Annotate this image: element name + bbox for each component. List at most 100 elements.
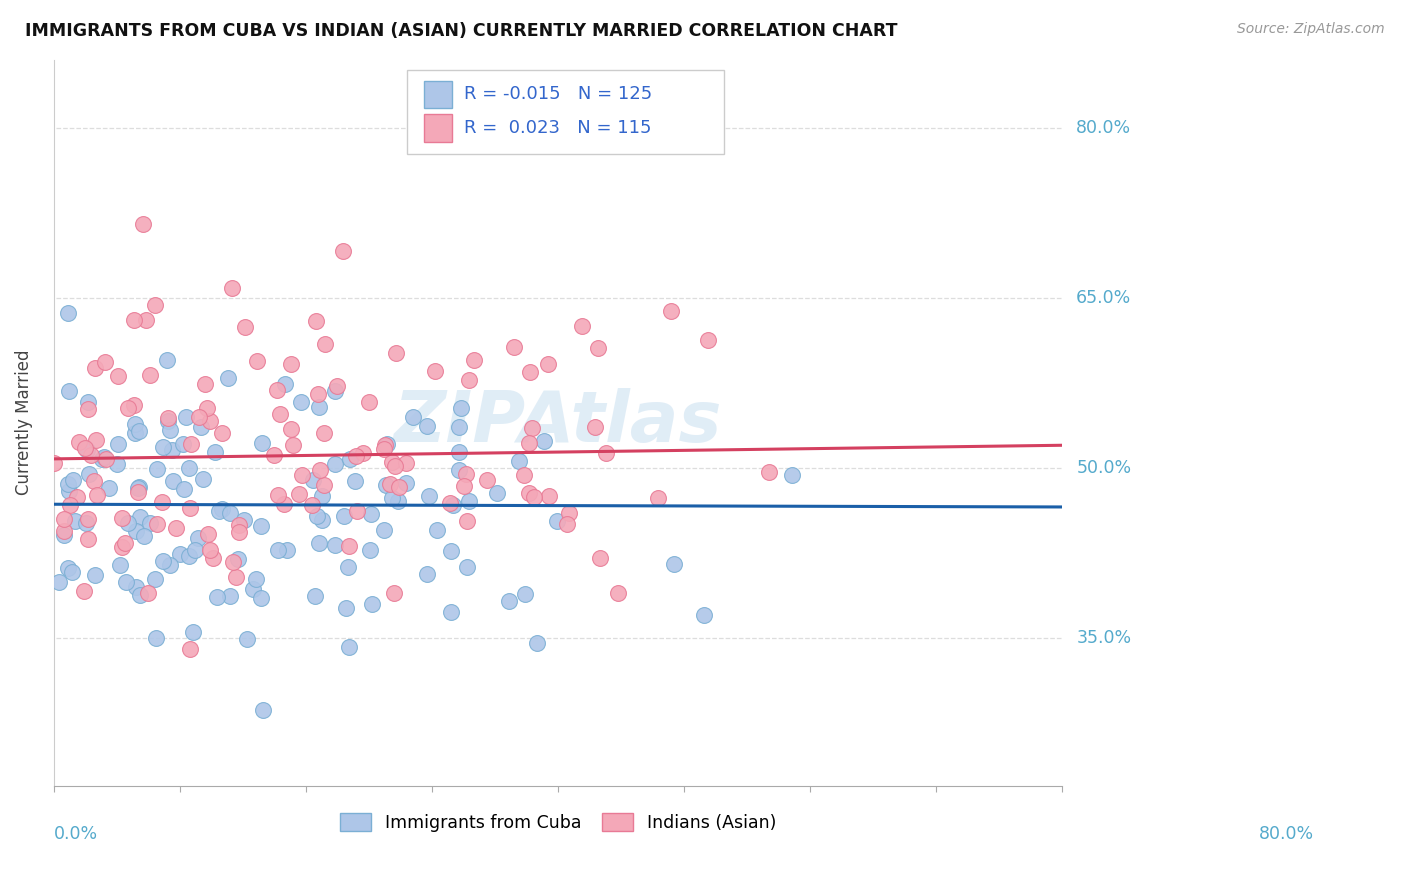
Point <box>53 524 76 538</box>
Point <box>117 401 139 416</box>
Point <box>124 417 146 432</box>
Point <box>475 473 498 487</box>
Point <box>245 572 267 586</box>
Point <box>373 523 395 537</box>
Point <box>533 434 555 448</box>
Point <box>93 450 115 464</box>
Point <box>58 484 80 499</box>
Text: R =  0.023   N = 115: R = 0.023 N = 115 <box>464 119 652 136</box>
Point <box>53 512 76 526</box>
Point <box>111 540 134 554</box>
Point <box>198 542 221 557</box>
Point <box>250 518 273 533</box>
Point <box>588 550 610 565</box>
Point <box>219 506 242 520</box>
Point <box>326 378 349 392</box>
Point <box>122 313 145 327</box>
Point <box>194 376 217 391</box>
Point <box>519 485 541 500</box>
Point <box>228 525 250 540</box>
Point <box>84 433 107 447</box>
Point <box>523 491 546 505</box>
Point <box>60 565 83 579</box>
Point <box>145 462 167 476</box>
Point <box>117 516 139 531</box>
Point <box>276 542 298 557</box>
Point <box>250 591 273 605</box>
Point <box>375 436 398 450</box>
Point <box>513 467 536 482</box>
Point <box>77 512 100 526</box>
Point <box>42 456 65 470</box>
Point <box>63 515 86 529</box>
Point <box>128 588 150 602</box>
Point <box>67 435 90 450</box>
Point <box>108 558 131 573</box>
Point <box>139 516 162 530</box>
FancyBboxPatch shape <box>425 114 453 142</box>
Point <box>162 474 184 488</box>
Point <box>169 547 191 561</box>
Text: 35.0%: 35.0% <box>1076 629 1132 647</box>
Point <box>80 448 103 462</box>
Point <box>56 477 79 491</box>
Point <box>332 244 354 258</box>
Point <box>59 498 82 512</box>
Point <box>58 384 80 399</box>
Point <box>583 419 606 434</box>
Point <box>346 504 368 518</box>
Point <box>139 368 162 382</box>
Point <box>357 394 380 409</box>
Point <box>75 516 97 531</box>
Point <box>232 513 254 527</box>
Point <box>314 478 336 492</box>
Point <box>517 436 540 450</box>
Point <box>125 580 148 594</box>
Point <box>508 454 530 468</box>
Point <box>84 361 107 376</box>
Point <box>128 480 150 494</box>
Point <box>179 642 201 657</box>
Point <box>453 479 475 493</box>
Point <box>502 340 524 354</box>
Point <box>76 443 98 458</box>
Point <box>280 357 302 371</box>
Point <box>107 369 129 384</box>
Point <box>150 495 173 509</box>
Point <box>152 440 174 454</box>
Point <box>311 513 333 527</box>
Point <box>184 542 207 557</box>
Point <box>439 543 461 558</box>
Text: IMMIGRANTS FROM CUBA VS INDIAN (ASIAN) CURRENTLY MARRIED CORRELATION CHART: IMMIGRANTS FROM CUBA VS INDIAN (ASIAN) C… <box>25 22 898 40</box>
Point <box>197 527 219 541</box>
Point <box>384 459 406 474</box>
Point <box>458 493 481 508</box>
Point <box>56 306 79 320</box>
Point <box>343 474 366 488</box>
Point <box>283 438 305 452</box>
Point <box>195 401 218 415</box>
Point <box>134 529 156 543</box>
Point <box>450 401 472 415</box>
Point <box>145 632 167 646</box>
Point <box>273 497 295 511</box>
Point <box>522 421 544 435</box>
Point <box>225 570 247 584</box>
Point <box>114 535 136 549</box>
Point <box>217 370 239 384</box>
Point <box>96 451 118 466</box>
Point <box>125 524 148 539</box>
Point <box>359 542 381 557</box>
Point <box>662 557 685 571</box>
Point <box>111 510 134 524</box>
Point <box>127 485 149 500</box>
Point <box>305 509 328 524</box>
Point <box>302 473 325 487</box>
Point <box>62 473 84 487</box>
Point <box>107 437 129 451</box>
Text: 50.0%: 50.0% <box>1076 459 1132 477</box>
Point <box>546 514 568 528</box>
Text: 80.0%: 80.0% <box>1260 825 1315 844</box>
Point <box>439 496 461 510</box>
Point <box>325 538 347 552</box>
